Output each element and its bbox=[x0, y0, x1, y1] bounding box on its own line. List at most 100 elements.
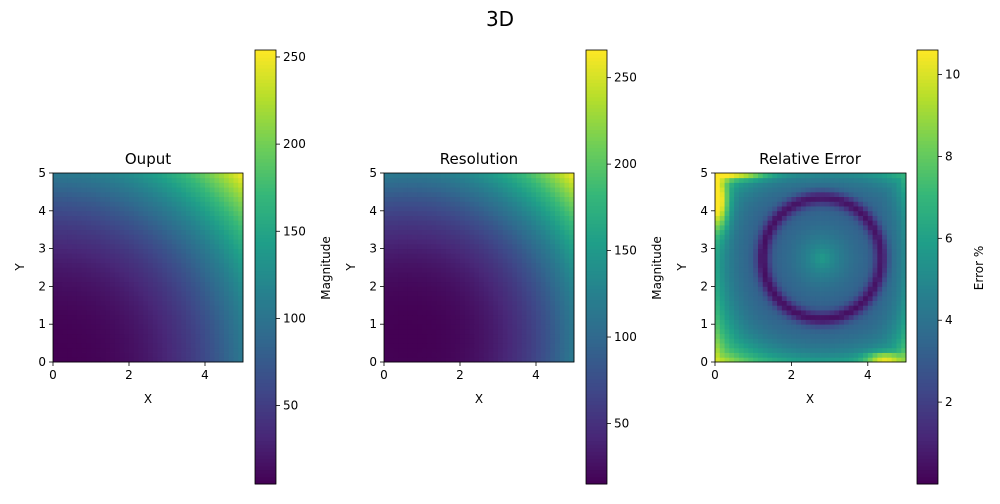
heatmap-cell bbox=[417, 338, 422, 343]
heatmap-cell bbox=[541, 272, 546, 277]
heatmap-cell bbox=[77, 324, 82, 329]
heatmap-cell bbox=[555, 286, 560, 291]
heatmap-cell bbox=[215, 211, 220, 216]
heatmap-cell bbox=[830, 201, 835, 206]
heatmap-cell bbox=[148, 178, 153, 183]
heatmap-cell bbox=[129, 201, 134, 206]
heatmap-cell bbox=[153, 244, 158, 249]
heatmap-cell bbox=[787, 206, 792, 211]
heatmap-cell bbox=[153, 329, 158, 334]
heatmap-cell bbox=[512, 291, 517, 296]
heatmap-cell bbox=[143, 258, 148, 263]
heatmap-cell bbox=[455, 192, 460, 197]
heatmap-cell bbox=[219, 182, 224, 187]
heatmap-cell bbox=[858, 334, 863, 339]
heatmap-cell bbox=[470, 201, 475, 206]
heatmap-cell bbox=[181, 315, 186, 320]
heatmap-cell bbox=[186, 244, 191, 249]
colorbar-segment bbox=[255, 130, 276, 134]
heatmap-cell bbox=[868, 258, 873, 263]
heatmap-cell bbox=[153, 338, 158, 343]
heatmap-cell bbox=[67, 291, 72, 296]
heatmap-cell bbox=[191, 343, 196, 348]
heatmap-cell bbox=[474, 315, 479, 320]
heatmap-cell bbox=[782, 291, 787, 296]
heatmap-cell bbox=[403, 305, 408, 310]
heatmap-cell bbox=[139, 225, 144, 230]
heatmap-cell bbox=[479, 239, 484, 244]
heatmap-cell bbox=[96, 296, 101, 301]
heatmap-cell bbox=[167, 277, 172, 282]
heatmap-cell bbox=[139, 343, 144, 348]
heatmap-cell bbox=[72, 268, 77, 273]
heatmap-cell bbox=[782, 348, 787, 353]
heatmap-cell bbox=[882, 263, 887, 268]
heatmap-cell bbox=[58, 216, 63, 221]
heatmap-cell bbox=[413, 244, 418, 249]
heatmap-cell bbox=[720, 338, 725, 343]
heatmap-cell bbox=[398, 305, 403, 310]
heatmap-cell bbox=[541, 263, 546, 268]
heatmap-cell bbox=[887, 334, 892, 339]
heatmap-cell bbox=[503, 187, 508, 192]
heatmap-cell bbox=[720, 258, 725, 263]
heatmap-cell bbox=[896, 206, 901, 211]
heatmap-cell bbox=[186, 301, 191, 306]
heatmap-cell bbox=[753, 329, 758, 334]
heatmap-cell bbox=[139, 178, 144, 183]
heatmap-cell bbox=[560, 315, 565, 320]
heatmap-cell bbox=[753, 319, 758, 324]
colorbar-segment bbox=[255, 354, 276, 358]
heatmap-cell bbox=[739, 329, 744, 334]
heatmap-cell bbox=[772, 249, 777, 254]
heatmap-cell bbox=[101, 220, 106, 225]
heatmap-cell bbox=[887, 319, 892, 324]
heatmap-cell bbox=[432, 230, 437, 235]
heatmap-cell bbox=[527, 244, 532, 249]
heatmap-cell bbox=[172, 230, 177, 235]
heatmap-cell bbox=[489, 258, 494, 263]
heatmap-cell bbox=[550, 291, 555, 296]
heatmap-cell bbox=[787, 263, 792, 268]
colorbar-segment bbox=[255, 151, 276, 155]
heatmap-cell bbox=[877, 225, 882, 230]
heatmap-cell bbox=[720, 192, 725, 197]
heatmap-cell bbox=[522, 277, 527, 282]
heatmap-cell bbox=[436, 343, 441, 348]
heatmap-cell bbox=[715, 253, 720, 258]
heatmap-cell bbox=[739, 334, 744, 339]
heatmap-cell bbox=[873, 277, 878, 282]
heatmap-cell bbox=[408, 220, 413, 225]
heatmap-cell bbox=[887, 272, 892, 277]
heatmap-cell bbox=[882, 211, 887, 216]
heatmap-cell bbox=[384, 216, 389, 221]
heatmap-cell bbox=[124, 324, 129, 329]
heatmap-cell bbox=[853, 296, 858, 301]
heatmap-cell bbox=[493, 272, 498, 277]
heatmap-cell bbox=[791, 249, 796, 254]
heatmap-cell bbox=[148, 182, 153, 187]
colorbar-segment bbox=[586, 267, 607, 271]
heatmap-cell bbox=[219, 216, 224, 221]
heatmap-cell bbox=[186, 249, 191, 254]
heatmap-cell bbox=[436, 301, 441, 306]
heatmap-cell bbox=[503, 348, 508, 353]
heatmap-cell bbox=[772, 258, 777, 263]
heatmap-cell bbox=[77, 249, 82, 254]
heatmap-cell bbox=[53, 244, 58, 249]
heatmap-cell bbox=[839, 305, 844, 310]
heatmap-cell bbox=[522, 230, 527, 235]
heatmap-cell bbox=[536, 173, 541, 178]
heatmap-cell bbox=[219, 315, 224, 320]
heatmap-cell bbox=[858, 305, 863, 310]
heatmap-cell bbox=[58, 353, 63, 358]
colorbar-segment bbox=[255, 433, 276, 437]
heatmap-cell bbox=[744, 253, 749, 258]
heatmap-cell bbox=[465, 244, 470, 249]
heatmap-cell bbox=[143, 282, 148, 287]
heatmap-cell bbox=[806, 296, 811, 301]
heatmap-cell bbox=[153, 230, 158, 235]
colorbar-segment bbox=[586, 234, 607, 238]
heatmap-cell bbox=[839, 230, 844, 235]
colorbar-segment bbox=[586, 57, 607, 61]
